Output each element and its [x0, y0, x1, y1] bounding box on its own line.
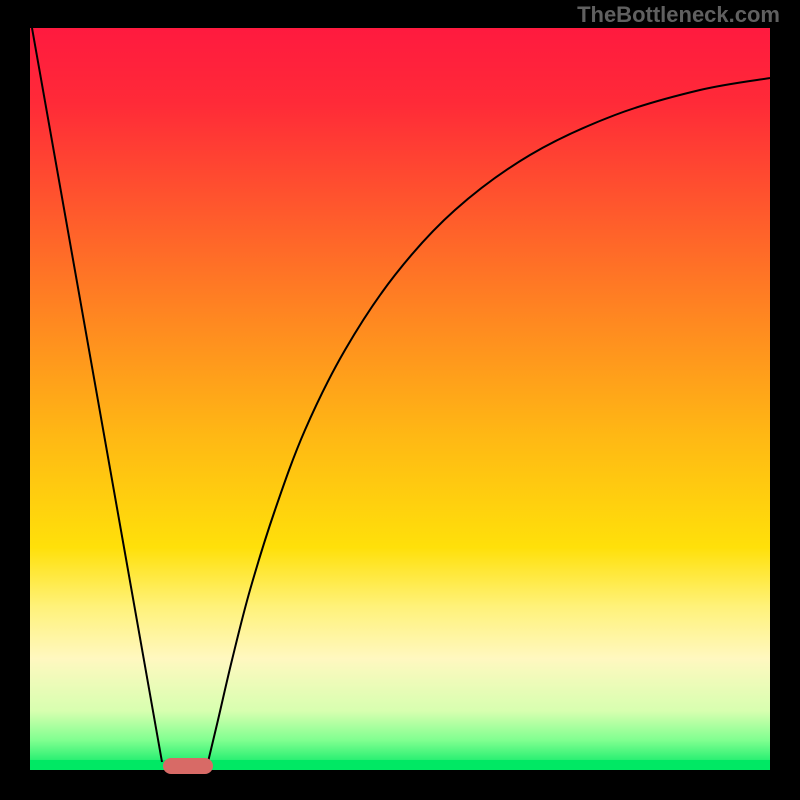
plot-area — [30, 28, 770, 770]
chart-container: TheBottleneck.com — [0, 0, 800, 800]
bottleneck-chart — [0, 0, 800, 800]
bottleneck-marker — [163, 758, 213, 774]
bottom-strip — [30, 760, 770, 770]
watermark-label: TheBottleneck.com — [577, 2, 780, 28]
